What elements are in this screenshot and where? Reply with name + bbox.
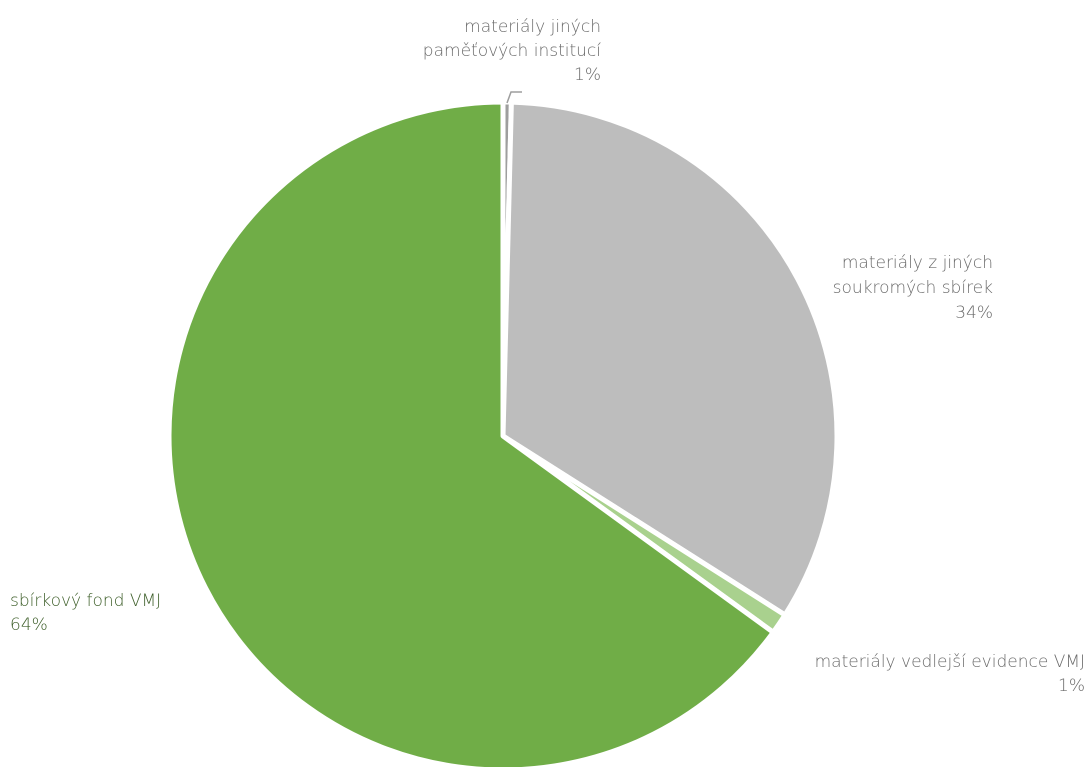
slice-value-label: 1% — [1058, 676, 1085, 696]
slice-name-line: materiály vedlejší evidence VMJ — [815, 652, 1085, 672]
slice-value-label: 1% — [574, 65, 601, 85]
leader-line — [506, 91, 522, 104]
slice-name-line: soukromých sbírek — [833, 278, 993, 298]
label-collection-fund-vmj: sbírkový fond VMJ 64% — [10, 591, 161, 635]
slice-value-label: 34% — [955, 303, 993, 323]
label-secondary-records: materiály vedlejší evidence VMJ 1% — [815, 652, 1085, 696]
label-private-collections: materiály z jiných soukromých sbírek 34% — [833, 253, 993, 323]
slice-name-line: materiály z jiných — [842, 253, 993, 273]
slice-name-line: paměťových institucí — [423, 41, 601, 61]
slice-name-line: sbírkový fond VMJ — [10, 591, 161, 611]
slice-collection-fund-vmj — [166, 99, 776, 767]
label-other-institutions: materiály jiných paměťových institucí 1% — [423, 17, 601, 85]
slice-value-label: 64% — [10, 615, 48, 635]
slice-labels: materiály jiných paměťových institucí 1%ma… — [10, 17, 1085, 696]
slice-name-line: materiály jiných — [464, 17, 601, 37]
pie-slices — [166, 99, 840, 767]
